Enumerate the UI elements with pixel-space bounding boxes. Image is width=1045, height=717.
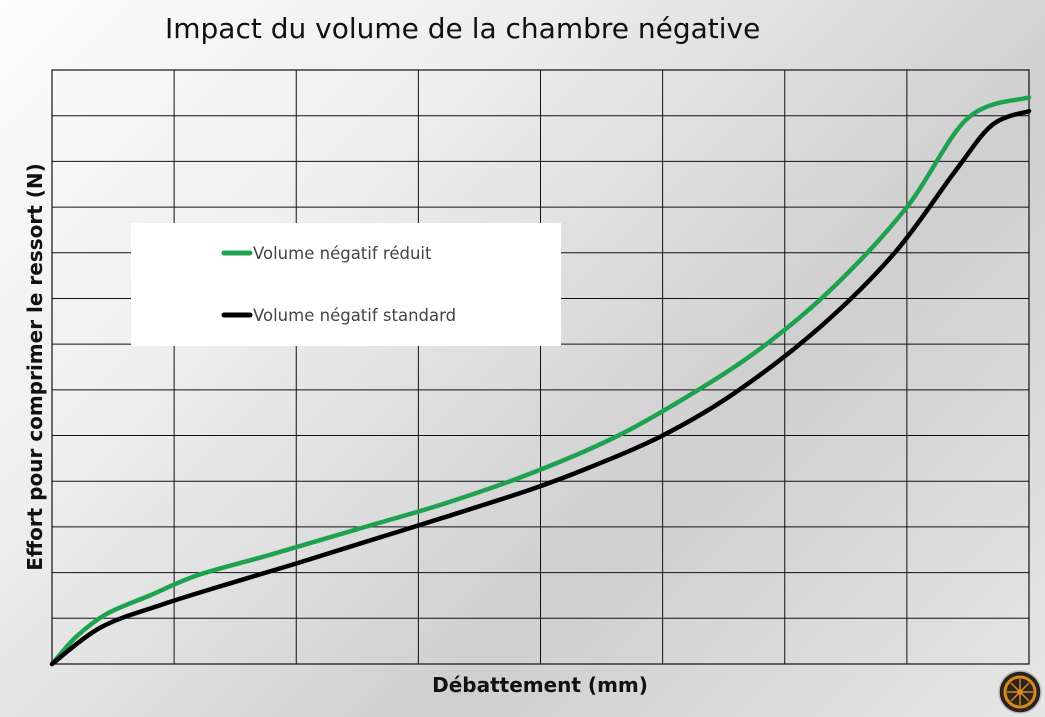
legend-label: Volume négatif réduit (253, 244, 432, 263)
series-layer (49, 95, 1032, 667)
legend-box (131, 223, 561, 346)
chart-title: Impact du volume de la chambre négative (165, 12, 760, 45)
wheel-logo-icon (998, 670, 1042, 714)
series-line-reduit (49, 95, 1032, 667)
series-line-standard (49, 108, 1032, 667)
x-axis-label: Débattement (mm) (432, 673, 648, 697)
y-axis-label: Effort pour comprimer le ressort (N) (23, 163, 47, 571)
legend: Volume négatif réduit Volume négatif stan… (131, 223, 561, 346)
plot-frame (51, 69, 1030, 665)
legend-label: Volume négatif standard (253, 306, 456, 325)
